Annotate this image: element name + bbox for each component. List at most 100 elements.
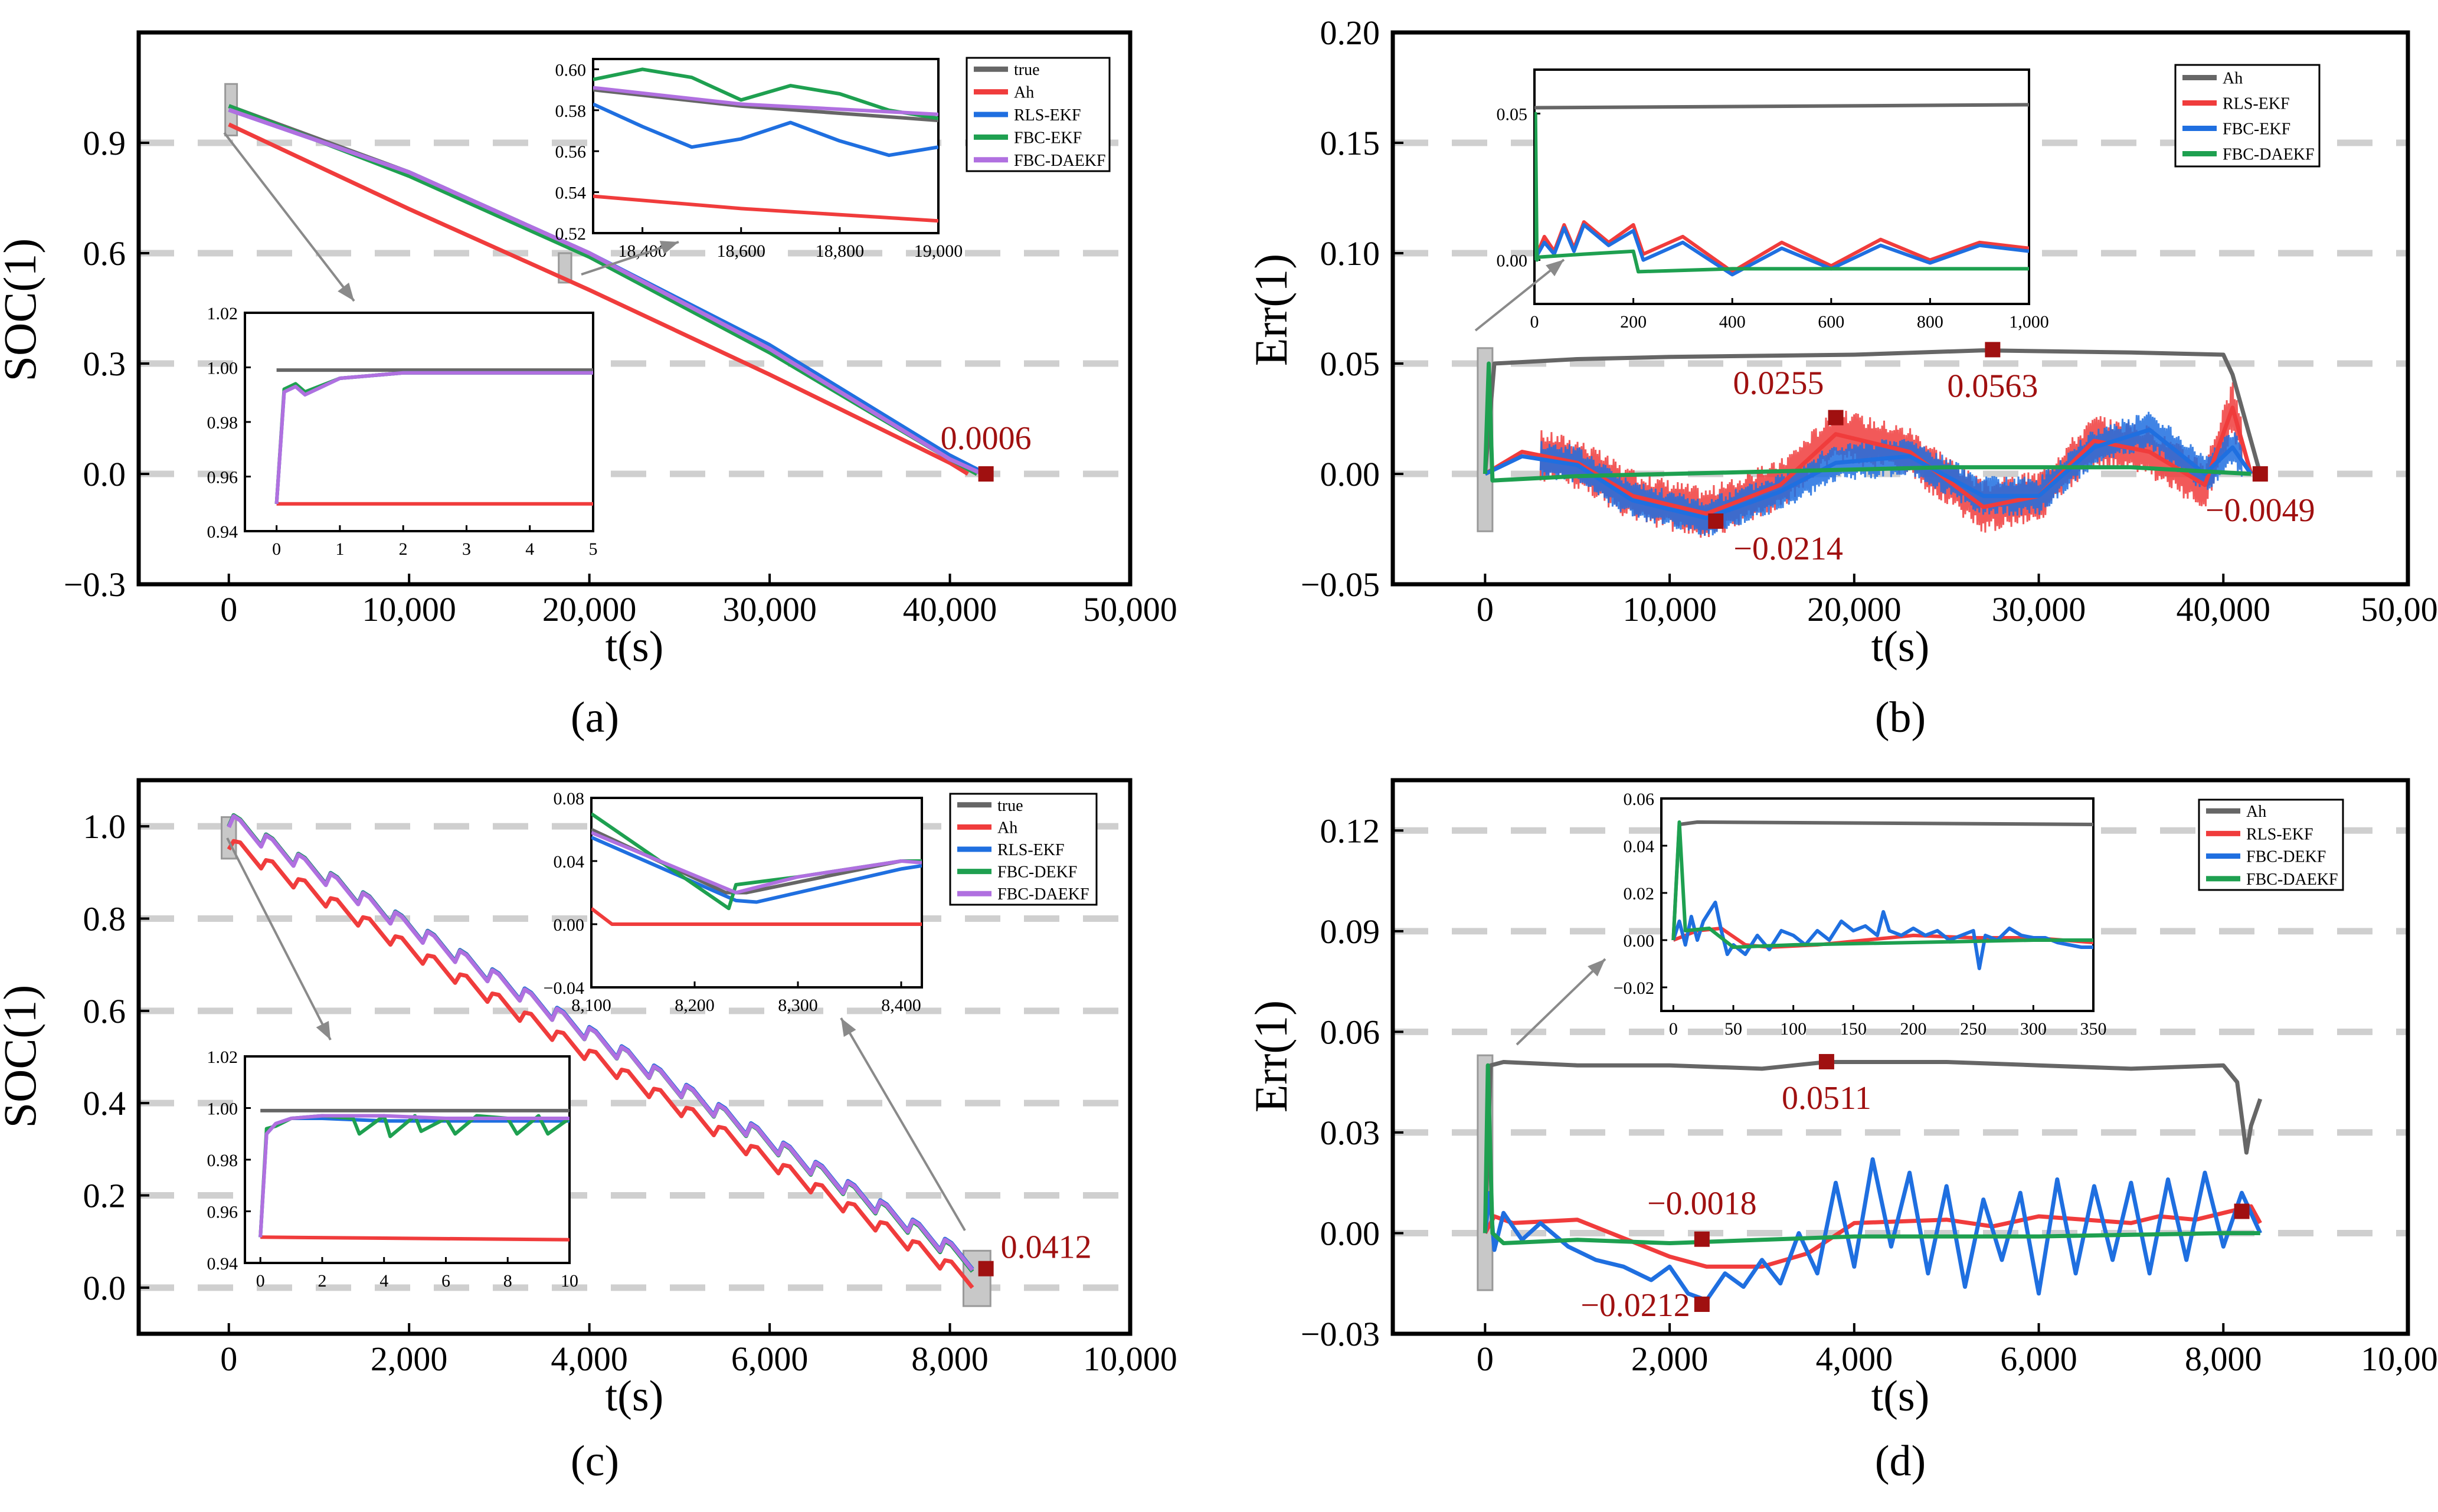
plot-frame [136,30,1133,587]
inset-content [1671,820,2093,970]
x-axis-title: t(s) [606,1372,664,1421]
x-tick-label: 8,000 [2185,1340,2262,1378]
marker-label: −0.0212 [1580,1287,1690,1324]
x-tick-label: 50,000 [2361,590,2438,629]
panel-d: 0 2,000 4,000 6,000 8,000 10,000 −0.03 0.00 0.03… [1245,778,2438,1485]
zoom-region [558,252,572,284]
y-axis-title: SOC(1) [0,238,45,382]
inset-x-tick-label: 2 [399,539,408,559]
inset-frame [1660,797,2095,1012]
inset-x-tick-label: 350 [2080,1019,2107,1039]
inset-content [591,812,922,926]
legend-entry: Ah [1014,84,1034,102]
data-marker [1694,1231,1710,1247]
data-marker [1694,1296,1710,1312]
data-marker [978,466,994,482]
inset-series-line [593,88,938,123]
connector-line [223,132,355,302]
inset-y-tick-label: 0.54 [555,184,587,203]
legend-entry: FBC-DEKF [997,863,1077,882]
series-line-fbc-dekf [1483,1157,2262,1302]
data-marker [978,1261,994,1277]
x-tick-label: 2,000 [371,1340,448,1378]
inset-series-line [1534,223,2029,277]
y-axis-title: Err(1) [1245,254,1297,366]
inset-chart: 8,100 8,200 8,300 8,400 −0.04 0.00 0.04 0.08 [544,789,923,1015]
inset-x-tick-label: 250 [1960,1019,1987,1039]
inset-x-tick-label: 8,100 [571,996,611,1015]
x-tick-label: 10,000 [2361,1340,2438,1378]
marker-label: −0.0049 [2205,492,2315,529]
marker-label: −0.0214 [1733,531,1843,567]
y-axis-title: Err(1) [1245,1000,1297,1113]
inset-frame [244,1055,571,1264]
inset-x-tick-label: 19,000 [914,241,963,261]
y-tick-label: 0.20 [1320,14,1380,52]
inset-x-tick-label: 800 [1917,312,1943,332]
panel-caption: (b) [1875,693,1926,742]
series-line-fbc-daekf [227,814,974,1272]
y-tick-label: 0.8 [83,900,126,938]
marker-label: −0.0018 [1647,1186,1757,1222]
y-tick-label: 0.6 [83,234,126,273]
inset-x-tick-label: 200 [1900,1019,1927,1039]
marker-label: 0.0006 [941,420,1032,457]
x-tick-label: 6,000 [731,1340,809,1378]
x-tick-label: 4,000 [551,1340,628,1378]
x-tick-label: 10,000 [362,590,456,629]
inset-y-tick-label: 0.05 [1497,104,1528,124]
connector-line [1516,958,1606,1046]
inset-x-tick-label: 18,400 [618,241,667,261]
x-tick-label: 40,000 [903,590,997,629]
inset-content [258,1108,570,1242]
y-tick-label: 0.00 [1320,1214,1380,1252]
inset-x-tick-label: 4 [525,539,534,559]
y-tick-label: 0.6 [83,992,126,1030]
data-marker [1818,1053,1834,1069]
y-tick-label: 0.15 [1320,124,1380,162]
inset-y-tick-label: 0.94 [207,1254,238,1274]
inset-chart: 0 200 400 600 800 1,000 0.00 0.05 [1497,68,2049,332]
legend-entry: RLS-EKF [2223,95,2290,113]
x-tick-label: 10,000 [1622,590,1717,629]
panel-caption: (a) [571,693,619,742]
plot-content [1477,1054,2263,1302]
connector-arrowhead [338,282,354,301]
inset-series-line [593,194,938,223]
x-axis-title: t(s) [1871,1372,1930,1421]
inset-y-tick-label: 0.98 [207,1151,238,1170]
data-marker [1985,342,2001,358]
y-tick-label: 0.0 [83,1269,126,1307]
legend-entry: FBC-EKF [2223,120,2290,139]
legend-entry: Ah [2246,803,2266,821]
inset-x-tick-label: 2 [318,1271,326,1291]
inset-chart: 0 50 100 150 200 250 300 350 −0.02 0.00 0.02 0.04 0.… [1614,790,2107,1039]
inset-x-tick-label: 200 [1620,312,1647,332]
x-tick-label: 20,000 [542,590,637,629]
inset-x-tick-label: 600 [1818,312,1844,332]
panel-caption: (d) [1875,1437,1926,1485]
series-line-ah [228,122,969,476]
plot-frame [1390,30,2410,587]
x-tick-label: 30,000 [1992,590,2086,629]
panel-a: 0 10,000 20,000 30,000 40,000 50,000 −0.3 0.0 0.… [0,30,1177,742]
y-tick-label: 0.10 [1320,234,1380,273]
plot-content [224,83,987,476]
inset-x-tick-label: 8,200 [675,996,715,1015]
inset-y-tick-label: 0.00 [1497,251,1528,271]
x-tick-label: 0 [220,1340,237,1378]
inset-y-tick-label: 0.96 [207,1203,238,1222]
panel-c: 0 2,000 4,000 6,000 8,000 10,000 0.0 0.2 0.4 0.6 0… [0,778,1177,1485]
inset-chart: 18,400 18,600 18,800 19,000 0.52 0.54 0.56 0.58… [555,58,963,261]
inset-x-tick-label: 300 [2020,1019,2047,1039]
legend-entry: RLS-EKF [2246,825,2313,843]
y-tick-label: 0.4 [83,1084,126,1122]
x-tick-label: 0 [220,590,237,629]
inset-y-tick-label: 0.06 [1624,790,1655,809]
inset-y-tick-label: 1.02 [207,1048,238,1067]
series-line-rls-ekf [1483,1204,2262,1269]
x-tick-label: 10,000 [1083,1340,1177,1378]
inset-series-line [274,371,593,505]
series-line-fbc-daekf [228,107,983,476]
